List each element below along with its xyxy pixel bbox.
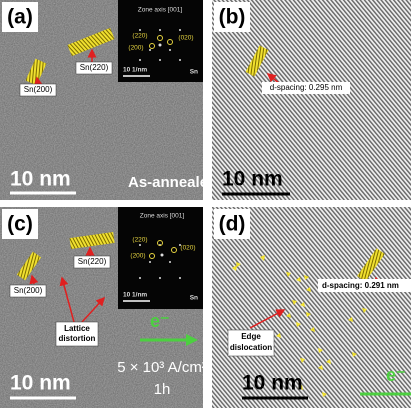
- annotation: d-spacing: 0.295 nm: [270, 83, 343, 92]
- decoration: [179, 277, 181, 279]
- spot-label: (220): [132, 237, 147, 244]
- defect-label: Edge: [241, 332, 261, 341]
- annotation: Sn(220): [80, 63, 109, 72]
- spot-label: (200): [130, 253, 145, 260]
- figure: Zone axis [001] (220) (020) (200) 10 1/n…: [0, 0, 411, 408]
- scale-bar-label: 10 nm: [10, 168, 71, 191]
- spot-label: (020): [178, 35, 193, 42]
- decoration: [169, 49, 171, 51]
- decoration: [169, 261, 171, 263]
- scale-bar-label: 10 nm: [10, 372, 71, 395]
- decoration: [159, 277, 161, 279]
- scale-bar-label: 10 nm: [222, 168, 283, 191]
- panel-a: Zone axis [001] (220) (020) (200) 10 1/n…: [0, 0, 217, 200]
- panel-label: (a): [7, 6, 33, 29]
- panel-label: (d): [219, 213, 246, 236]
- decoration: [149, 49, 151, 51]
- panel-label: (c): [7, 213, 33, 236]
- panel-label: (b): [219, 6, 246, 29]
- defect-label: Lattice: [64, 324, 90, 333]
- inset-scale: 10 1/nm: [123, 292, 147, 299]
- decoration: [161, 254, 164, 257]
- decoration: [149, 261, 151, 263]
- annotation: Sn(220): [78, 257, 107, 266]
- decoration: [179, 59, 181, 61]
- panel-c: Zone axis [001] (220) (020) (200) 10 1/n…: [0, 207, 207, 408]
- decoration: [179, 29, 181, 31]
- defect-label: distortion: [59, 334, 96, 343]
- annotation: Sn(200): [24, 85, 53, 94]
- decoration: [159, 59, 161, 61]
- panel-d: d-spacing: 0.291 nm Edge dislocation e⁻ …: [212, 207, 411, 408]
- decoration: [139, 59, 141, 61]
- decoration: [159, 44, 162, 47]
- inset-title: Zone axis [001]: [138, 7, 183, 14]
- annotation: d-spacing: 0.291 nm: [322, 281, 399, 290]
- body: {"panels":[ {"label":"(a)","inset":{"tit…: [0, 0, 411, 408]
- electron: e⁻: [386, 365, 406, 385]
- decoration: [159, 29, 161, 31]
- current-density: 5 × 10³ A/cm²: [117, 359, 207, 376]
- condition: As-annealed: [128, 174, 217, 191]
- decoration: [139, 29, 141, 31]
- page: TEM lattice images html,body{margin:0;pa…: [0, 0, 411, 408]
- pointer-line: [37, 78, 38, 84]
- inset-scale: 10 1/nm: [123, 67, 147, 74]
- decoration: [139, 244, 141, 246]
- inset-title: Zone axis [001]: [140, 213, 185, 220]
- inset-phase: Sn: [190, 295, 198, 302]
- duration: 1h: [154, 381, 171, 398]
- spot-label: (220): [132, 33, 147, 40]
- scale-bar-label: 10 nm: [242, 372, 303, 395]
- decoration: [139, 277, 141, 279]
- defect-label: dislocation: [230, 343, 272, 352]
- electron: e⁻: [150, 311, 170, 331]
- annotation: Sn(200): [14, 286, 43, 295]
- spot-label: (200): [128, 45, 143, 52]
- spot-label: (020): [180, 245, 195, 252]
- inset-phase: Sn: [190, 69, 198, 76]
- panel-b: d-spacing: 0.295 nm (b) 10 nm: [212, 0, 411, 200]
